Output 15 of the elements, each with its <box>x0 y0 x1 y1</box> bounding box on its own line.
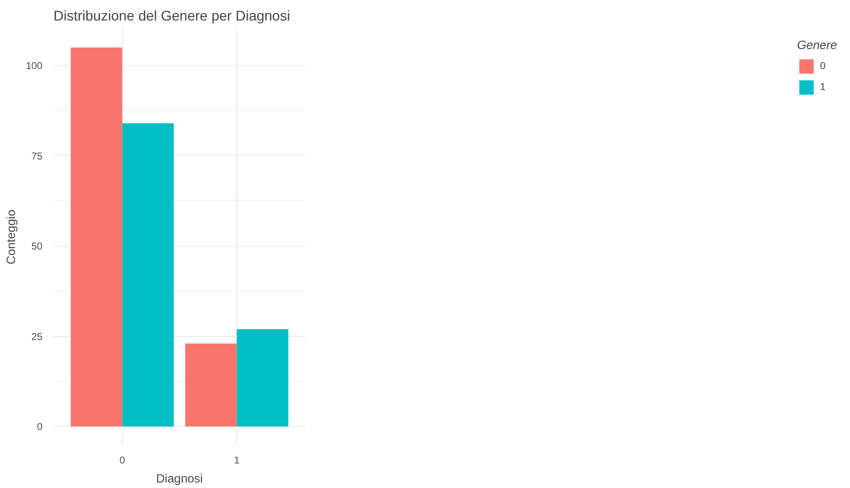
bar <box>122 123 174 427</box>
y-axis-title: Conteggio <box>4 209 18 264</box>
legend-label: 0 <box>820 60 827 72</box>
chart-title: Distribuzione del Genere per Diagnosi <box>54 8 290 24</box>
x-axis-title: Diagnosi <box>156 472 203 486</box>
y-tick-label: 0 <box>36 422 43 434</box>
y-tick-label: 100 <box>26 61 43 72</box>
y-tick-label: 25 <box>31 332 43 343</box>
bar <box>236 329 288 427</box>
y-tick-label: 75 <box>31 151 43 162</box>
y-tick-label: 50 <box>31 242 43 253</box>
bar <box>185 344 237 427</box>
bar <box>70 47 122 427</box>
legend-label: 1 <box>820 82 827 92</box>
legend-title: Genere <box>797 38 838 52</box>
